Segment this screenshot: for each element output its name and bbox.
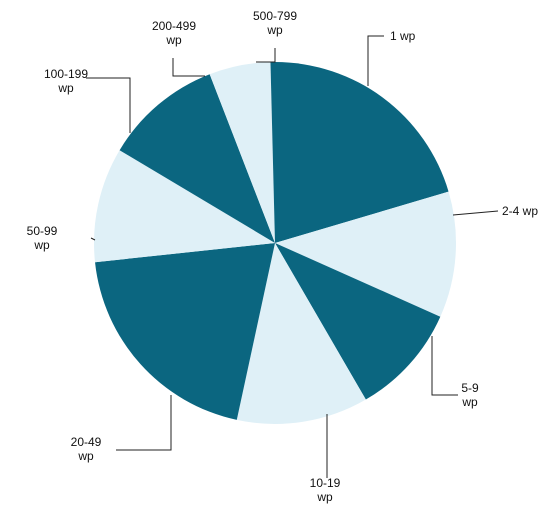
pie-slice-6 xyxy=(119,74,275,243)
pie-slice-1 xyxy=(275,191,456,317)
slice-label-0: 1 wp xyxy=(390,29,416,43)
pie-slice-4 xyxy=(95,243,276,420)
leader-line-2 xyxy=(431,336,458,396)
slice-label-5: 50-99 wp xyxy=(27,224,58,252)
leader-line-6 xyxy=(86,77,131,133)
pie-slices xyxy=(93,62,456,425)
leader-line-5 xyxy=(90,237,96,241)
leader-line-8 xyxy=(256,48,276,63)
slice-label-8: 500-799 wp xyxy=(253,9,297,37)
slice-label-2: 5-9 wp xyxy=(461,381,479,409)
leader-line-4 xyxy=(116,395,172,451)
leader-line-0 xyxy=(367,35,384,86)
pie-slice-8 xyxy=(270,62,275,243)
slice-label-7: 200-499 wp xyxy=(152,19,196,47)
pie-slice-0 xyxy=(275,62,449,243)
pie-slice-2 xyxy=(275,243,441,400)
slice-label-6: 100-199 wp xyxy=(44,67,88,95)
pie-slice-5 xyxy=(93,150,276,263)
pie-slice-3 xyxy=(236,243,366,425)
slice-label-4: 20-49 wp xyxy=(71,435,102,463)
leader-lines xyxy=(86,35,499,478)
slice-label-3: 10-19 wp xyxy=(310,476,341,504)
leader-line-7 xyxy=(172,58,205,77)
slice-label-1: 2-4 wp xyxy=(502,204,538,218)
slice-labels: 1 wp 2-4 wp 5-9 wp 10-19 wp 20-49 wp 50-99 wp 100-… xyxy=(27,9,539,504)
pie-slice-7 xyxy=(209,62,275,244)
leader-line-1 xyxy=(452,210,499,216)
